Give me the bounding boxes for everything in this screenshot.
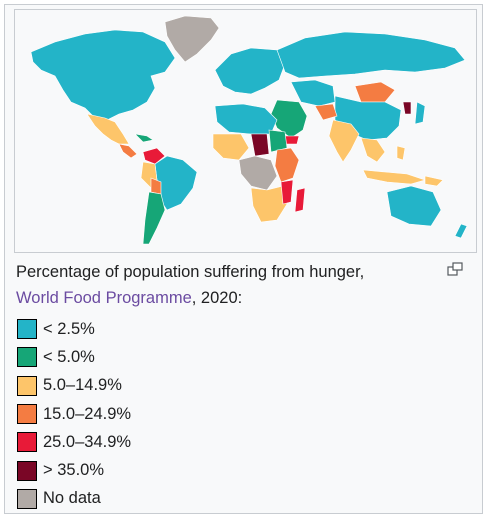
legend-item: 5.0–14.9% bbox=[17, 372, 131, 400]
legend-item: 15.0–24.9% bbox=[17, 400, 131, 428]
magnify-clip-icon[interactable] bbox=[447, 262, 463, 276]
region-mongolia bbox=[354, 81, 396, 103]
region-southern-africa bbox=[250, 185, 288, 223]
region-madagascar bbox=[294, 187, 306, 213]
region-chad bbox=[250, 133, 270, 157]
region-philippines bbox=[396, 145, 406, 161]
region-new-zealand bbox=[454, 223, 468, 239]
legend-label: 5.0–14.9% bbox=[43, 376, 122, 395]
legend-item: < 2.5% bbox=[17, 315, 131, 343]
legend-swatch bbox=[17, 432, 37, 453]
legend-swatch bbox=[17, 375, 37, 396]
region-central-america bbox=[118, 143, 138, 159]
legend-item: 25.0–34.9% bbox=[17, 428, 131, 456]
region-russia bbox=[276, 31, 466, 79]
region-europe bbox=[214, 47, 286, 95]
legend-swatch bbox=[17, 319, 37, 340]
region-india bbox=[328, 119, 360, 163]
legend-swatch bbox=[17, 347, 37, 368]
legend-label: > 35.0% bbox=[43, 461, 105, 480]
region-venezuela bbox=[142, 147, 166, 165]
legend-label: 15.0–24.9% bbox=[43, 404, 132, 423]
region-east-africa bbox=[274, 147, 300, 183]
region-yemen bbox=[284, 135, 300, 145]
legend-item: > 35.0% bbox=[17, 456, 131, 484]
thumbnail-frame: Percentage of population suffering from … bbox=[4, 4, 483, 514]
region-australia bbox=[386, 185, 442, 227]
region-central-africa bbox=[238, 155, 278, 191]
legend-label: No data bbox=[43, 489, 101, 508]
legend-label: 25.0–34.9% bbox=[43, 432, 132, 451]
region-caribbean bbox=[134, 133, 154, 143]
region-north-korea bbox=[402, 101, 412, 115]
region-japan bbox=[414, 101, 426, 125]
legend-swatch bbox=[17, 460, 37, 481]
region-north-africa bbox=[214, 103, 278, 135]
caption-year: , 2020: bbox=[191, 289, 243, 307]
region-sudan bbox=[268, 129, 288, 153]
region-indonesia bbox=[362, 169, 427, 185]
legend-label: < 5.0% bbox=[43, 347, 95, 366]
region-southeast-asia bbox=[360, 137, 386, 163]
map-svg bbox=[30, 15, 468, 245]
legend-swatch bbox=[17, 488, 37, 509]
region-argentina bbox=[142, 191, 166, 245]
region-central-asia bbox=[290, 79, 336, 107]
legend-label: < 2.5% bbox=[43, 319, 95, 338]
region-greenland bbox=[164, 15, 220, 63]
legend-item: No data bbox=[17, 485, 131, 513]
region-mexico bbox=[86, 113, 130, 145]
region-west-africa bbox=[212, 133, 250, 161]
caption-line1: Percentage of population suffering from … bbox=[16, 263, 365, 281]
map-caption: Percentage of population suffering from … bbox=[16, 259, 471, 311]
map-legend: < 2.5% < 5.0% 5.0–14.9% 15.0–24.9% 25.0–… bbox=[17, 315, 131, 513]
world-hunger-map[interactable] bbox=[14, 9, 477, 253]
world-food-programme-link[interactable]: World Food Programme bbox=[16, 289, 192, 307]
legend-swatch bbox=[17, 404, 37, 425]
legend-item: < 5.0% bbox=[17, 343, 131, 371]
region-mozambique bbox=[280, 179, 294, 205]
region-afghanistan bbox=[314, 103, 338, 121]
region-papua bbox=[424, 175, 444, 187]
region-north-america bbox=[30, 29, 176, 121]
